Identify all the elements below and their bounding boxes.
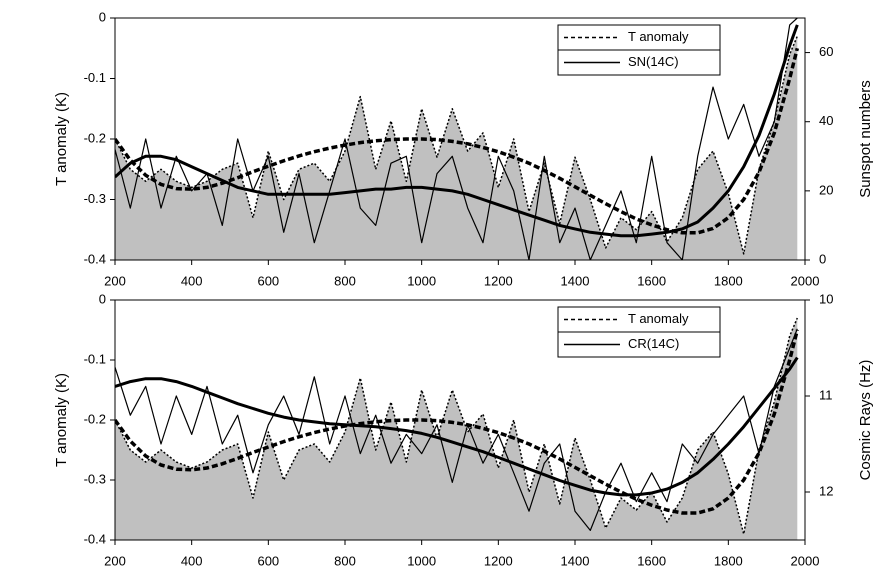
x-tick-label: 800 — [334, 553, 356, 568]
x-tick-label: 2000 — [791, 553, 820, 568]
y2-tick-label: 0 — [819, 251, 826, 266]
x-tick-label: 1200 — [484, 273, 513, 288]
legend: T anomaly CR(14C) — [557, 306, 721, 358]
legend-label: T anomaly — [628, 311, 689, 326]
y2-tick-label: 10 — [819, 291, 833, 306]
x-tick-label: 400 — [181, 553, 203, 568]
y-tick-label: -0.4 — [84, 531, 106, 546]
legend-label: SN(14C) — [628, 54, 679, 69]
line — [115, 35, 798, 255]
legend-label: CR(14C) — [628, 336, 679, 351]
line — [115, 24, 799, 238]
x-tick-label: 400 — [181, 273, 203, 288]
x-tick-label: 600 — [257, 553, 279, 568]
y-tick-label: -0.3 — [84, 191, 106, 206]
y-tick-label: -0.2 — [84, 411, 106, 426]
x-tick-label: 1200 — [484, 553, 513, 568]
y-tick-label: 0 — [99, 9, 106, 24]
y-tick-label: -0.1 — [84, 70, 106, 85]
line — [115, 18, 798, 260]
y-tick-label: -0.2 — [84, 130, 106, 145]
y2-tick-label: 11 — [819, 387, 833, 402]
y-tick-label: 0 — [99, 291, 106, 306]
y-axis-title: T anomaly (K) — [53, 92, 70, 186]
plot-area — [115, 317, 799, 540]
line — [115, 356, 799, 497]
area — [115, 318, 798, 540]
legend-label: T anomaly — [628, 29, 689, 44]
y2-axis-title: Sunspot numbers — [857, 80, 874, 198]
y-tick-label: -0.1 — [84, 351, 106, 366]
y2-tick-label: 20 — [819, 182, 833, 197]
x-tick-label: 2000 — [791, 273, 820, 288]
line — [115, 317, 798, 535]
plot-area — [115, 18, 799, 260]
y-tick-label: -0.3 — [84, 471, 106, 486]
y2-tick-label: 12 — [819, 483, 833, 498]
x-tick-label: 600 — [257, 273, 279, 288]
x-tick-label: 1800 — [714, 273, 743, 288]
x-tick-label: 1800 — [714, 553, 743, 568]
y-tick-label: -0.4 — [84, 251, 106, 266]
x-tick-label: 1000 — [407, 273, 436, 288]
line — [115, 329, 799, 515]
x-tick-label: 1400 — [561, 553, 590, 568]
legend: T anomaly SN(14C) — [557, 24, 721, 76]
y2-tick-label: 40 — [819, 113, 833, 128]
y2-tick-label: 60 — [819, 44, 833, 59]
x-tick-label: 200 — [104, 553, 126, 568]
line — [115, 328, 798, 531]
y-axis-title: T anomaly (K) — [53, 373, 70, 467]
area — [115, 36, 798, 260]
x-tick-label: 1600 — [637, 553, 666, 568]
y2-axis-title: Cosmic Rays (Hz) — [857, 360, 874, 481]
x-tick-label: 200 — [104, 273, 126, 288]
x-tick-label: 1000 — [407, 553, 436, 568]
x-tick-label: 1400 — [561, 273, 590, 288]
x-tick-label: 800 — [334, 273, 356, 288]
x-tick-label: 1600 — [637, 273, 666, 288]
